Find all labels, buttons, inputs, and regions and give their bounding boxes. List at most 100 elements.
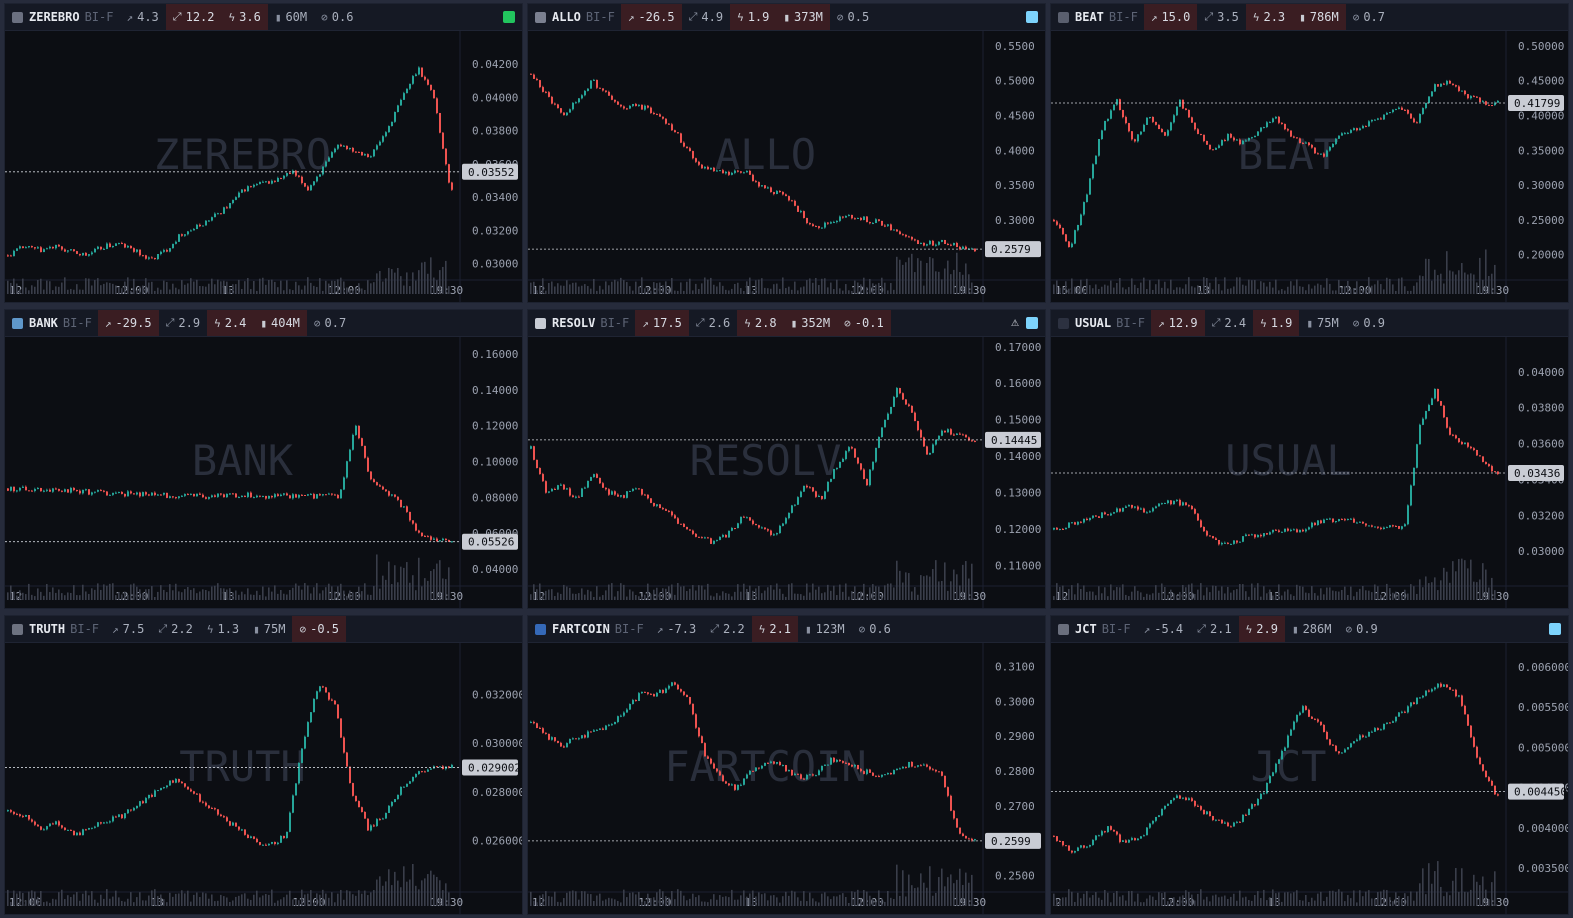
alert-flag-icon[interactable]	[1549, 623, 1561, 635]
candle-body	[7, 810, 9, 812]
volume-bar	[343, 899, 345, 906]
candle-body	[698, 727, 700, 737]
symbol-label[interactable]: ALLO	[552, 10, 581, 24]
warning-icon[interactable]: ⚠	[1011, 315, 1019, 330]
candle-body	[136, 492, 138, 495]
candle-body	[1329, 147, 1331, 151]
volume-bar	[845, 284, 847, 294]
stat-value: -26.5	[638, 10, 675, 24]
volume-bar	[397, 582, 399, 600]
candles	[7, 424, 453, 543]
volume-bar	[536, 902, 538, 906]
price-chart[interactable]: JCT0.0060000.0055000.0050000.0045000.004…	[1051, 643, 1568, 914]
volume-bar	[211, 586, 213, 600]
candle-body	[1242, 140, 1244, 145]
volume-bar	[319, 593, 321, 600]
alert-flag-icon[interactable]	[503, 11, 515, 23]
alert-flag-icon[interactable]	[1026, 11, 1038, 23]
volume-bar	[887, 290, 889, 294]
volume-bar	[1182, 584, 1184, 600]
candle-body	[1062, 841, 1064, 846]
y-tick-label: 0.3100	[995, 661, 1035, 674]
volume-bar	[1383, 596, 1385, 600]
chart-panel-zerebro[interactable]: ZEREBRO BI-F ↗ 4.3 ⤢ 12.2 ϟ 3.6 ▮ 60M ⊘ 0.6 ZEREBRO 0…	[4, 3, 523, 303]
chart-panel-jct[interactable]: JCT BI-F ↗ -5.4 ⤢ 2.1 ϟ 2.9 ▮ 286M ⊘ 0.9 JCT 0.006000…	[1050, 615, 1569, 915]
price-chart[interactable]: BEAT0.500000.450000.400000.350000.300000…	[1051, 31, 1568, 302]
candle-body	[352, 783, 354, 796]
volume-bar	[160, 894, 162, 906]
price-chart[interactable]: TRUTH0.0320000.0300000.0280000.02600012:…	[5, 643, 522, 914]
alert-flag-icon[interactable]	[1026, 317, 1038, 329]
volume-bar	[1170, 589, 1172, 600]
symbol-label[interactable]: USUAL	[1075, 316, 1112, 330]
candle-body	[1365, 736, 1367, 738]
volume-bar	[1464, 891, 1466, 906]
candle-body	[911, 236, 913, 240]
volume-bar	[557, 283, 559, 294]
volume-bar	[1062, 897, 1064, 906]
candle-body	[202, 801, 204, 803]
candle-body	[713, 763, 715, 769]
candle-body	[1251, 137, 1253, 139]
symbol-label[interactable]: ZEREBRO	[29, 10, 80, 24]
volume-bar	[1413, 586, 1415, 600]
price-chart[interactable]: FARTCOIN0.31000.30000.29000.28000.27000.…	[528, 643, 1045, 914]
candle-body	[133, 248, 135, 252]
candle-body	[1068, 522, 1070, 528]
candle-body	[1455, 689, 1457, 697]
candle-body	[629, 105, 631, 109]
candle-body	[286, 831, 288, 838]
candle-body	[848, 762, 850, 766]
symbol-label[interactable]: TRUTH	[29, 622, 66, 636]
symbol-label[interactable]: BEAT	[1075, 10, 1104, 24]
chart-panel-allo[interactable]: ALLO BI-F ↗ -26.5 ⤢ 4.9 ϟ 1.9 ▮ 373M ⊘ 0.5 ALLO 0.550…	[527, 3, 1046, 303]
price-chart[interactable]: BANK0.160000.140000.120000.100000.080000…	[5, 337, 522, 608]
symbol-label[interactable]: RESOLV	[552, 316, 596, 330]
price-chart[interactable]: RESOLV0.170000.160000.150000.140000.1300…	[528, 337, 1045, 608]
candle-body	[1116, 831, 1118, 835]
volume-bar	[581, 285, 583, 294]
candle-body	[938, 435, 940, 440]
chart-panel-fartcoin[interactable]: FARTCOIN BI-F ↗ -7.3 ⤢ 2.2 ϟ 2.1 ▮ 123M ⊘ 0.6 FARTCO…	[527, 615, 1046, 915]
candle-body	[1458, 695, 1460, 697]
symbol-label[interactable]: JCT	[1075, 622, 1097, 636]
volume-bar	[1266, 900, 1268, 906]
candle-body	[328, 692, 330, 700]
price-chart[interactable]: ZEREBRO0.042000.040000.038000.036000.034…	[5, 31, 522, 302]
volume-bar	[707, 902, 709, 906]
volume-bar	[587, 893, 589, 906]
candle-body	[208, 220, 210, 222]
symbol-label[interactable]: FARTCOIN	[552, 622, 610, 636]
volume-bar	[560, 902, 562, 906]
jct-icon	[1058, 623, 1069, 635]
chart-panel-bank[interactable]: BANK BI-F ↗ -29.5 ⤢ 2.9 ϟ 2.4 ▮ 404M ⊘ 0.7 BANK 0.160…	[4, 309, 523, 609]
volume-bar	[1098, 897, 1100, 906]
chart-panel-beat[interactable]: BEAT BI-F ↗ 15.0 ⤢ 3.5 ϟ 2.3 ▮ 786M ⊘ 0.7 BEAT 0.5000…	[1050, 3, 1569, 303]
volume-bar	[1179, 287, 1181, 294]
symbol-label[interactable]: BANK	[29, 316, 58, 330]
candle-body	[926, 764, 928, 767]
candle-body	[1455, 435, 1457, 439]
volume-bar	[1170, 899, 1172, 906]
chart-panel-usual[interactable]: USUAL BI-F ↗ 12.9 ⤢ 2.4 ϟ 1.9 ▮ 75M ⊘ 0.9 USUAL 0.040…	[1050, 309, 1569, 609]
volume-bar	[136, 586, 138, 600]
candle-body	[97, 490, 99, 492]
candle-body	[776, 533, 778, 535]
chart-panel-truth[interactable]: TRUTH BI-F ↗ 7.5 ⤢ 2.2 ϟ 1.3 ▮ 75M ⊘ -0.5 TRUTH 0.032…	[4, 615, 523, 915]
volume-bar	[1191, 286, 1193, 294]
link-icon: ⊘	[1345, 622, 1353, 636]
candle-body	[821, 496, 823, 499]
price-chart[interactable]: ALLO0.55000.50000.45000.40000.35000.3000…	[528, 31, 1045, 302]
y-tick-label: 0.13000	[995, 486, 1041, 499]
price-chart[interactable]: USUAL0.040000.038000.036000.034000.03200…	[1051, 337, 1568, 608]
candle-body	[791, 200, 793, 202]
chart-panel-resolv[interactable]: RESOLV BI-F ↗ 17.5 ⤢ 2.6 ϟ 2.8 ▮ 352M ⊘ -0.1 ⚠ RESOLV…	[527, 309, 1046, 609]
volume-bar	[827, 584, 829, 600]
volume-bar	[1137, 893, 1139, 906]
volume-bar	[584, 594, 586, 600]
candle-body	[1161, 503, 1163, 505]
volume-bar	[1419, 579, 1421, 600]
volume-bar	[623, 280, 625, 294]
candle-body	[617, 716, 619, 722]
candle-body	[683, 142, 685, 147]
